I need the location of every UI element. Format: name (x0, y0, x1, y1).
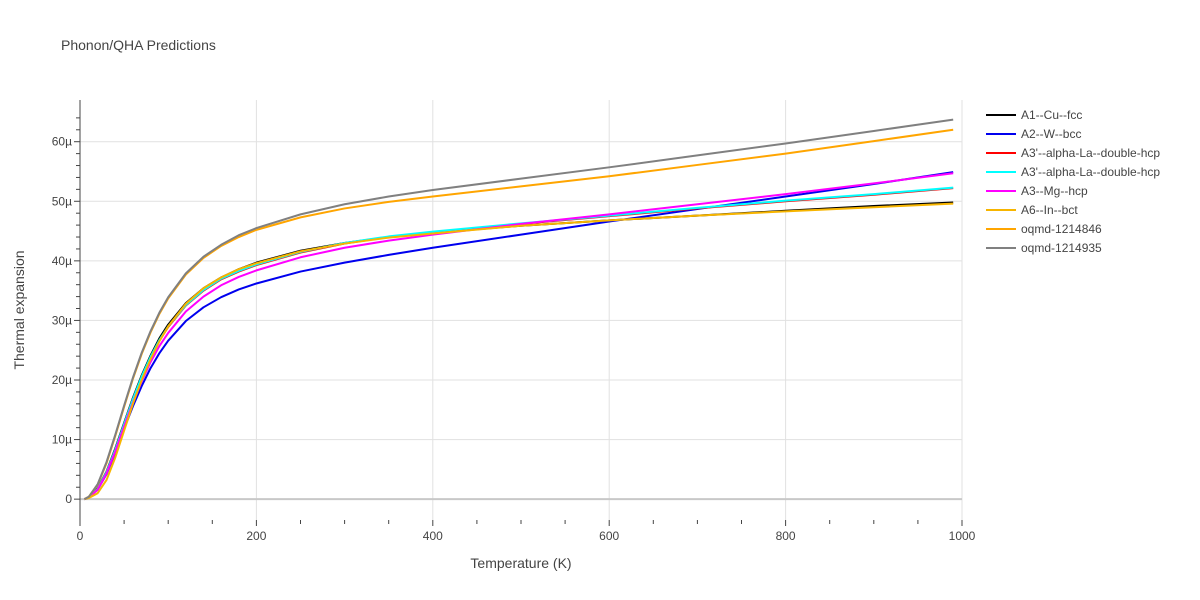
legend-item[interactable]: oqmd-1214935 (986, 241, 1102, 255)
legend-item[interactable]: oqmd-1214846 (986, 222, 1102, 236)
series-line (84, 172, 954, 501)
legend-item[interactable]: A6--In--bct (986, 203, 1078, 217)
legend-label: A2--W--bcc (1021, 127, 1081, 141)
y-axis-title: Thermal expansion (11, 250, 27, 369)
series-line (83, 118, 954, 501)
legend-item[interactable]: A3'--alpha-La--double-hcp (986, 146, 1160, 160)
legend-label: A3'--alpha-La--double-hcp (1021, 165, 1160, 179)
legend-label: A6--In--bct (1021, 203, 1078, 217)
x-axis-title: Temperature (K) (470, 555, 571, 571)
series-lines (83, 118, 954, 501)
legend: A1--Cu--fcc A2--W--bcc A3'--alpha-La--doub… (986, 108, 1160, 255)
legend-label: A1--Cu--fcc (1021, 108, 1082, 122)
legend-item[interactable]: A1--Cu--fcc (986, 108, 1082, 122)
x-tick-label: 0 (77, 529, 84, 543)
y-tick-label: 40µ (52, 254, 72, 268)
legend-item[interactable]: A3'--alpha-La--double-hcp (986, 165, 1160, 179)
legend-label: oqmd-1214935 (1021, 241, 1102, 255)
series-line (84, 202, 954, 501)
grid-lines (80, 100, 963, 520)
chart-title: Phonon/QHA Predictions (61, 37, 216, 53)
x-axis-ticks: 0 200 400 600 800 1000 (77, 529, 976, 543)
y-axis-ticks: 0 10µ 20µ 30µ 40µ 50µ 60µ (52, 135, 73, 506)
y-tick-label: 60µ (52, 135, 72, 149)
y-tick-label: 50µ (52, 194, 72, 208)
x-tick-label: 200 (246, 529, 266, 543)
y-tick-label: 0 (65, 492, 72, 506)
x-tick-label: 800 (776, 529, 796, 543)
legend-label: A3'--alpha-La--double-hcp (1021, 146, 1160, 160)
y-tick-label: 30µ (52, 313, 72, 327)
legend-label: oqmd-1214846 (1021, 222, 1102, 236)
legend-label: A3--Mg--hcp (1021, 184, 1088, 198)
legend-item[interactable]: A2--W--bcc (986, 127, 1081, 141)
axes (74, 100, 963, 526)
legend-item[interactable]: A3--Mg--hcp (986, 184, 1088, 198)
y-tick-label: 10µ (52, 433, 72, 447)
x-tick-label: 400 (423, 529, 443, 543)
x-tick-label: 1000 (949, 529, 976, 543)
y-tick-label: 20µ (52, 373, 72, 387)
x-tick-label: 600 (599, 529, 619, 543)
